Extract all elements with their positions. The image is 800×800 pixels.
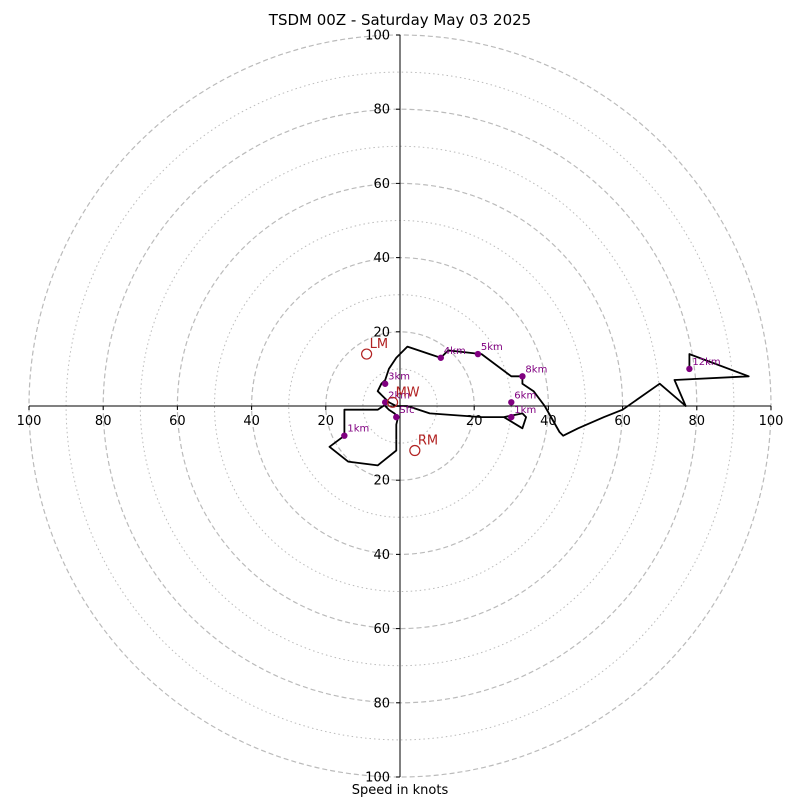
y-tick-label: 60 bbox=[373, 622, 390, 637]
y-tick-label: 100 bbox=[365, 771, 390, 786]
height-marker-label: 6km bbox=[514, 390, 536, 401]
x-tick-label: 80 bbox=[95, 414, 112, 429]
height-marker-label: 3km bbox=[388, 372, 410, 383]
chart-title: TSDM 00Z - Saturday May 03 2025 bbox=[268, 11, 532, 29]
x-tick-label: 40 bbox=[540, 414, 557, 429]
x-tick-label: 40 bbox=[243, 414, 260, 429]
height-marker-point bbox=[381, 380, 389, 387]
y-tick-label: 80 bbox=[373, 696, 390, 711]
height-marker-point bbox=[437, 354, 445, 361]
x-tick-label: 60 bbox=[169, 414, 186, 429]
storm-motion-label: LM bbox=[370, 337, 388, 352]
height-marker-point bbox=[686, 365, 693, 373]
height-marker-point bbox=[393, 413, 400, 421]
x-tick-label: 100 bbox=[759, 414, 784, 429]
x-tick-label: 100 bbox=[17, 414, 42, 429]
y-tick-label: 40 bbox=[373, 251, 390, 266]
y-tick-label: 100 bbox=[365, 29, 390, 44]
height-marker-label: 2km bbox=[388, 390, 410, 401]
storm-motion-marker bbox=[386, 396, 399, 408]
storm-motion-label: MW bbox=[396, 385, 420, 400]
height-marker-label: 4km bbox=[444, 346, 466, 357]
x-tick-label: 80 bbox=[689, 414, 706, 429]
storm-motion-label: RM bbox=[418, 434, 438, 449]
y-tick-label: 60 bbox=[373, 177, 390, 192]
height-marker-label: 1km bbox=[514, 405, 536, 416]
x-tick-label: 60 bbox=[614, 414, 631, 429]
y-tick-label: 20 bbox=[373, 325, 390, 340]
height-marker-point bbox=[508, 399, 515, 406]
storm-motion-marker bbox=[361, 348, 373, 360]
height-marker-label: 5km bbox=[481, 342, 503, 353]
height-marker-label: Sfc bbox=[399, 405, 414, 416]
height-marker-point bbox=[341, 432, 348, 439]
height-marker-point bbox=[519, 373, 526, 380]
height-marker-label: 12km bbox=[692, 357, 720, 368]
x-tick-label: 20 bbox=[318, 414, 335, 429]
height-marker-point bbox=[474, 350, 482, 358]
y-tick-label: 20 bbox=[373, 474, 390, 489]
height-marker-label: 1km bbox=[347, 424, 369, 435]
storm-motion-marker bbox=[409, 444, 421, 457]
height-marker-point bbox=[508, 413, 515, 421]
y-tick-label: 80 bbox=[373, 103, 390, 118]
y-tick-label: 40 bbox=[373, 548, 390, 563]
height-marker-label: 8km bbox=[525, 364, 547, 375]
height-marker-point bbox=[381, 399, 389, 406]
x-axis-label: Speed in knots bbox=[351, 783, 449, 798]
